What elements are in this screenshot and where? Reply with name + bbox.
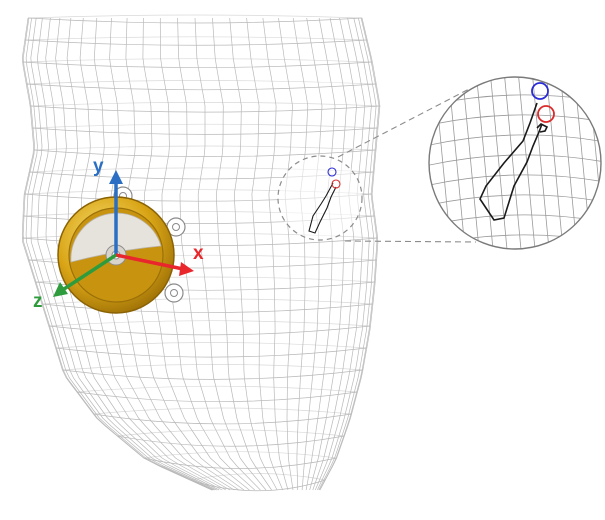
callout-line-bottom (344, 240, 477, 243)
detail-region-circle (277, 155, 363, 241)
z-axis-label: z (33, 291, 43, 312)
detail-region (277, 155, 363, 241)
x-axis-arrow (115, 253, 184, 271)
x-axis-label: x (193, 243, 204, 264)
magnified-view-border (428, 76, 602, 250)
z-axis-arrow (63, 253, 117, 291)
trajectory-end-hook (536, 123, 549, 133)
y-axis-label: y (93, 156, 104, 177)
z-axis-arrowhead (53, 282, 68, 297)
callout-lines (337, 87, 477, 243)
end-marker-small (331, 179, 341, 189)
trajectory-path-magnified (479, 102, 543, 221)
y-axis-arrowhead (109, 170, 123, 184)
coordinate-axes: y x z (33, 156, 204, 312)
callout-line-top (337, 87, 472, 158)
trajectory-path-small (308, 182, 337, 234)
wireframe-mesh (21, 14, 381, 492)
circular-implant-device-icon (57, 186, 186, 314)
x-axis-arrowhead (179, 262, 194, 276)
start-marker-magnified (531, 82, 549, 100)
end-marker-magnified (537, 105, 555, 123)
start-marker-small (327, 167, 337, 177)
